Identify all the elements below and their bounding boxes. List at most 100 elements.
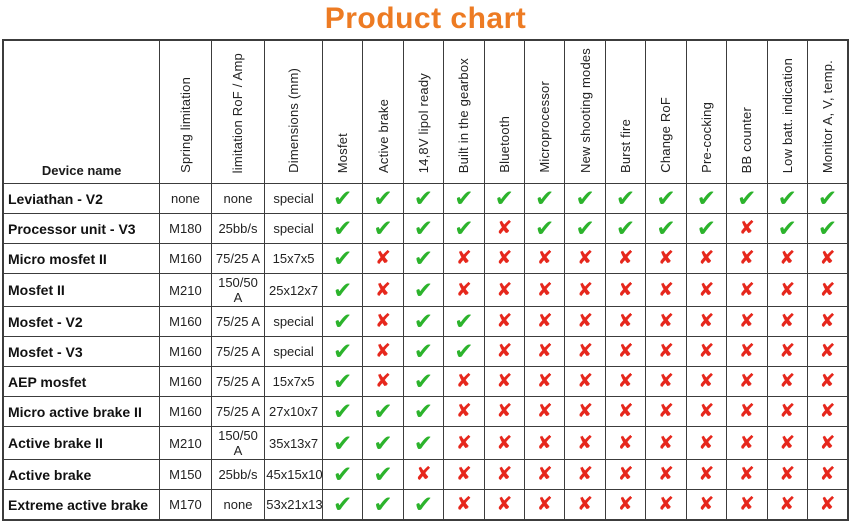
column-header-14-8v-lipol-ready: 14,8V lipol ready bbox=[402, 39, 445, 184]
cross-icon: ✘ bbox=[536, 401, 553, 422]
column-header-label: Low batt. indication bbox=[779, 57, 795, 173]
feature-cell-active-brake: ✔ bbox=[362, 213, 404, 244]
column-header-label: Active brake bbox=[375, 99, 391, 173]
feature-cell-low-batt-indication: ✘ bbox=[766, 336, 808, 367]
cross-icon: ✘ bbox=[496, 432, 513, 454]
cross-icon: ✘ bbox=[536, 432, 553, 454]
feature-cell-monitor-a-v-temp: ✘ bbox=[806, 426, 849, 460]
check-icon: ✔ bbox=[494, 185, 514, 211]
check-icon: ✔ bbox=[575, 185, 595, 211]
cross-icon: ✘ bbox=[415, 464, 432, 485]
cross-icon: ✘ bbox=[698, 464, 715, 485]
check-icon: ✔ bbox=[373, 185, 393, 211]
column-header-label: Mosfet bbox=[335, 132, 351, 173]
cross-icon: ✘ bbox=[455, 432, 472, 454]
feature-cell-built-in-the-gearbox: ✘ bbox=[443, 426, 485, 460]
column-header-label: Pre-cocking bbox=[698, 102, 714, 173]
feature-cell-new-shooting-modes: ✘ bbox=[564, 459, 606, 490]
column-header-new-shooting-modes: New shooting modes bbox=[564, 39, 606, 184]
feature-cell-bb-counter: ✘ bbox=[726, 459, 768, 490]
cross-icon: ✘ bbox=[496, 371, 513, 392]
feature-cell-bb-counter: ✔ bbox=[726, 183, 768, 214]
column-header-active-brake: Active brake bbox=[362, 39, 404, 184]
check-icon: ✔ bbox=[535, 215, 555, 241]
feature-cell-bluetooth: ✘ bbox=[483, 273, 525, 307]
cross-icon: ✘ bbox=[658, 371, 674, 392]
feature-cell-new-shooting-modes: ✘ bbox=[564, 366, 606, 397]
cross-icon: ✘ bbox=[577, 341, 594, 362]
feature-cell-microprocessor: ✘ bbox=[523, 366, 566, 397]
check-icon: ✔ bbox=[413, 308, 434, 334]
feature-cell-14-8v-lipol-ready: ✘ bbox=[402, 459, 445, 490]
cross-icon: ✘ bbox=[738, 279, 755, 301]
feature-cell-built-in-the-gearbox: ✘ bbox=[443, 396, 485, 427]
feature-cell-bb-counter: ✘ bbox=[726, 366, 768, 397]
feature-cell-bluetooth: ✘ bbox=[483, 396, 525, 427]
cross-icon: ✘ bbox=[779, 432, 796, 454]
feature-cell-burst-fire: ✘ bbox=[604, 336, 647, 367]
feature-cell-mosfet: ✔ bbox=[321, 336, 364, 367]
device-name-cell: Mosfet - V3 bbox=[2, 336, 161, 367]
check-icon: ✔ bbox=[777, 185, 797, 211]
device-name-cell: Micro mosfet II bbox=[2, 243, 161, 274]
check-icon: ✔ bbox=[332, 185, 353, 211]
feature-cell-new-shooting-modes: ✘ bbox=[564, 426, 606, 460]
column-header-label: BB counter bbox=[739, 106, 755, 173]
feature-cell-bluetooth: ✘ bbox=[483, 243, 525, 274]
check-icon: ✔ bbox=[332, 308, 353, 334]
check-icon: ✔ bbox=[777, 215, 797, 241]
feature-cell-pre-cocking: ✘ bbox=[685, 459, 728, 490]
feature-cell-burst-fire: ✘ bbox=[604, 273, 647, 307]
table-row-active-brake-ii: Active brake II M210 150/50 A 35x13x7 ✔ ✔ ✔ ✘ ✘ ✘… bbox=[2, 426, 849, 460]
check-icon: ✔ bbox=[413, 185, 434, 211]
cross-icon: ✘ bbox=[738, 341, 755, 362]
check-icon: ✔ bbox=[656, 185, 676, 211]
cross-icon: ✘ bbox=[455, 279, 472, 301]
device-name-cell: Leviathan - V2 bbox=[2, 183, 161, 214]
cross-icon: ✘ bbox=[536, 311, 553, 332]
feature-cell-low-batt-indication: ✘ bbox=[766, 243, 808, 274]
cross-icon: ✘ bbox=[536, 279, 553, 301]
spec-cell-dimensions-mm: special bbox=[264, 336, 323, 367]
spec-cell-dimensions-mm: 25x12x7 bbox=[264, 273, 323, 307]
feature-cell-active-brake: ✘ bbox=[362, 366, 404, 397]
spec-cell-dimensions-mm: special bbox=[264, 213, 323, 244]
column-header-label: 14,8V lipol ready bbox=[415, 72, 431, 173]
cross-icon: ✘ bbox=[819, 432, 836, 454]
column-header-monitor-a-v-temp: Monitor A, V, temp. bbox=[806, 39, 849, 184]
cross-icon: ✘ bbox=[658, 432, 674, 454]
cross-icon: ✘ bbox=[375, 341, 391, 362]
cross-icon: ✘ bbox=[375, 311, 391, 332]
cross-icon: ✘ bbox=[496, 401, 513, 422]
check-icon: ✔ bbox=[373, 398, 393, 424]
spec-cell-dimensions-mm: 15x7x5 bbox=[264, 366, 323, 397]
cross-icon: ✘ bbox=[779, 464, 796, 485]
feature-cell-active-brake: ✔ bbox=[362, 183, 404, 214]
cross-icon: ✘ bbox=[658, 279, 674, 301]
column-header-bluetooth: Bluetooth bbox=[483, 39, 525, 184]
feature-cell-mosfet: ✔ bbox=[321, 366, 364, 397]
check-icon: ✔ bbox=[696, 215, 717, 241]
feature-cell-active-brake: ✔ bbox=[362, 426, 404, 460]
feature-cell-bb-counter: ✘ bbox=[726, 213, 768, 244]
cross-icon: ✘ bbox=[819, 401, 836, 422]
cross-icon: ✘ bbox=[779, 279, 796, 301]
feature-cell-burst-fire: ✘ bbox=[604, 243, 647, 274]
cross-icon: ✘ bbox=[375, 248, 391, 269]
spec-cell-spring-limitation: M180 bbox=[159, 213, 212, 244]
feature-cell-pre-cocking: ✘ bbox=[685, 243, 728, 274]
cross-icon: ✘ bbox=[819, 279, 836, 301]
feature-cell-active-brake: ✘ bbox=[362, 243, 404, 274]
device-name-column-header: Device name bbox=[2, 39, 161, 184]
column-header-label: Built in the gearbox bbox=[456, 57, 472, 173]
feature-cell-mosfet: ✔ bbox=[321, 396, 364, 427]
feature-cell-active-brake: ✔ bbox=[362, 459, 404, 490]
cross-icon: ✘ bbox=[536, 464, 553, 485]
feature-cell-built-in-the-gearbox: ✘ bbox=[443, 366, 485, 397]
cross-icon: ✘ bbox=[658, 464, 674, 485]
feature-cell-monitor-a-v-temp: ✘ bbox=[806, 243, 849, 274]
feature-cell-mosfet: ✔ bbox=[321, 183, 364, 214]
feature-cell-monitor-a-v-temp: ✘ bbox=[806, 396, 849, 427]
cross-icon: ✘ bbox=[658, 248, 674, 269]
